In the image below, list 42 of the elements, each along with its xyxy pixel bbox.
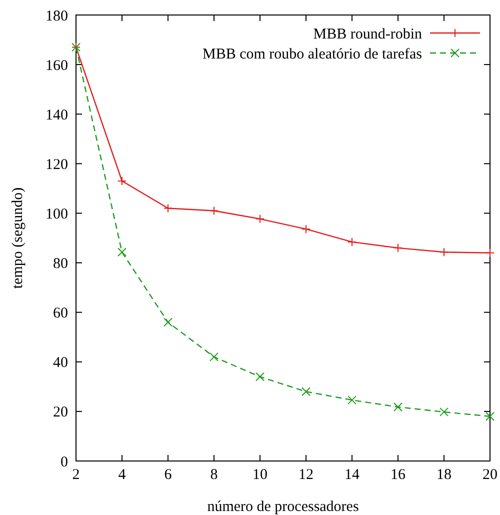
y-tick-label: 60 [53, 306, 68, 322]
y-tick-label: 0 [60, 454, 68, 470]
y-tick-label: 40 [53, 355, 68, 372]
y-tick-label: 80 [53, 256, 68, 272]
x-tick-label: 10 [252, 467, 268, 483]
y-axis-title: tempo (segundo) [10, 187, 26, 289]
y-tick-label: 20 [53, 404, 68, 421]
x-tick-label: 2 [72, 467, 80, 483]
y-tick-label: 100 [46, 206, 68, 222]
point [440, 248, 448, 257]
x-axis-title: número de processadores [207, 499, 359, 515]
y-tick-label: 140 [46, 107, 68, 124]
point [164, 204, 172, 213]
y-tick-label: 120 [46, 156, 68, 173]
legend-label: MBB com roubo aleatório de tarefas [202, 46, 422, 62]
point [486, 412, 494, 421]
point [302, 387, 310, 396]
point [210, 352, 218, 362]
x-tick-label: 14 [344, 467, 360, 483]
point [440, 407, 448, 416]
x-tick-label: 18 [436, 467, 452, 483]
point [118, 176, 126, 186]
point [394, 402, 402, 412]
point [256, 372, 264, 382]
x-tick-label: 4 [118, 467, 126, 483]
x-tick-label: 16 [390, 467, 406, 483]
x-tick-label: 6 [164, 467, 172, 483]
y-tick-label: 180 [46, 8, 68, 24]
x-tick-label: 20 [482, 467, 498, 483]
point [348, 237, 356, 246]
point [394, 243, 402, 252]
point [256, 214, 264, 224]
x-tick-label: 8 [210, 467, 218, 483]
point [302, 224, 310, 234]
point [486, 248, 494, 258]
point [348, 396, 356, 405]
y-tick-label: 160 [46, 58, 68, 74]
point [210, 206, 218, 216]
point [118, 248, 126, 257]
x-tick-label: 12 [298, 467, 314, 483]
legend-label: MBB round-robin [313, 26, 422, 42]
point [164, 318, 172, 327]
